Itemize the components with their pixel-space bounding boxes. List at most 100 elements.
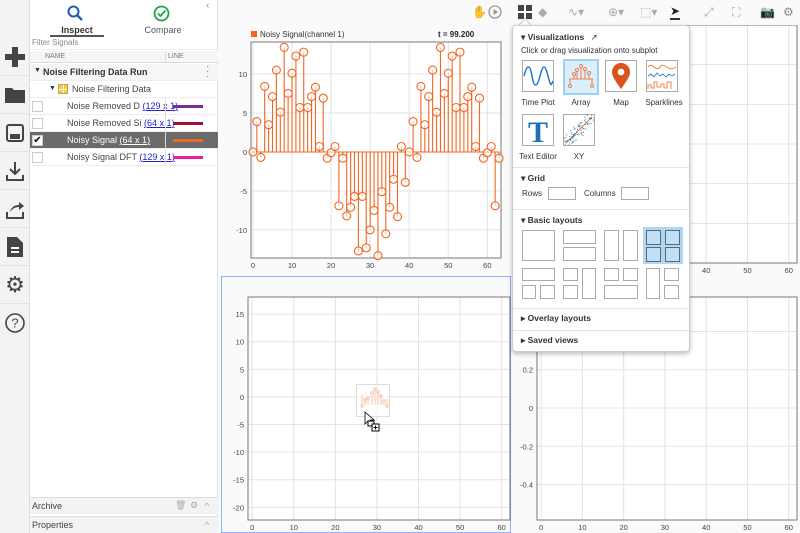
- viz-sparklines[interactable]: [646, 60, 678, 92]
- stem-marker: [455, 47, 465, 57]
- camera-icon[interactable]: 📷: [760, 5, 775, 19]
- layout-top-span[interactable]: [522, 268, 555, 300]
- line-style-swatch[interactable]: [173, 105, 203, 108]
- viz-xy[interactable]: [563, 113, 597, 148]
- svg-text:?: ?: [11, 316, 18, 331]
- viz-label: Sparklines: [645, 98, 683, 107]
- settings-button[interactable]: ⚙: [0, 266, 30, 304]
- report-button[interactable]: [0, 228, 30, 266]
- signal-checkbox[interactable]: [32, 118, 43, 129]
- stem-marker: [275, 107, 285, 117]
- open-button[interactable]: [0, 76, 30, 114]
- fit-to-view-icon[interactable]: ⬚▾: [640, 5, 658, 19]
- popup-pointer: [518, 18, 532, 26]
- expand-icon[interactable]: ▼: [49, 85, 56, 92]
- stem-marker: [439, 88, 449, 99]
- external-link-icon[interactable]: ↗: [590, 32, 598, 42]
- signal-style-icon[interactable]: ∿▾: [568, 5, 585, 19]
- basic-layouts-section-toggle[interactable]: ▾ Basic layouts: [521, 215, 583, 225]
- saved-views-section-toggle[interactable]: ▸ Saved views: [521, 335, 579, 345]
- signal-row[interactable]: Noisy Signal DFT (129 x 1): [30, 149, 218, 166]
- stem-marker: [416, 81, 426, 91]
- layout-1x1[interactable]: [522, 230, 555, 262]
- archive-section[interactable]: Archive 🗑 ⚙ ^: [30, 497, 218, 514]
- cursor-icon[interactable]: ➤: [670, 4, 681, 20]
- layout-right-span[interactable]: [563, 268, 596, 300]
- signal-dims-link[interactable]: (64 x 1): [144, 118, 175, 128]
- layout-2x2[interactable]: [643, 227, 683, 264]
- signal-checkbox[interactable]: ✔: [32, 135, 43, 146]
- eraser-icon[interactable]: ◆: [538, 5, 548, 19]
- section-title: Saved views: [527, 335, 579, 345]
- tab-compare[interactable]: Compare: [116, 0, 210, 37]
- signal-dims-link[interactable]: (129 x 1): [139, 152, 175, 162]
- line-style-swatch[interactable]: [173, 122, 203, 125]
- signal-dims-link[interactable]: (64 x 1): [119, 135, 151, 145]
- play-icon[interactable]: [488, 4, 502, 20]
- grid-section-toggle[interactable]: ▾ Grid: [521, 173, 546, 183]
- fullscreen-icon[interactable]: ⛶: [732, 4, 741, 19]
- gear-icon[interactable]: ⚙: [190, 500, 199, 510]
- signal-row[interactable]: Noise Removed D (129 x 1): [30, 98, 218, 115]
- signal-checkbox[interactable]: [32, 152, 43, 163]
- zoom-icon[interactable]: ⊕▾: [608, 5, 625, 19]
- help-button[interactable]: ?: [0, 304, 30, 342]
- layout-1x2[interactable]: [604, 230, 638, 262]
- line-style-swatch[interactable]: [173, 156, 203, 159]
- signal-name: Noisy Signal (64 x 1): [67, 135, 193, 145]
- expand-icon[interactable]: ▼: [34, 67, 41, 74]
- more-options-icon[interactable]: · · ·: [206, 61, 210, 82]
- stem-marker: [420, 120, 430, 130]
- signal-checkbox[interactable]: [32, 101, 43, 112]
- viz-array[interactable]: [563, 59, 599, 95]
- save-button[interactable]: [0, 114, 30, 152]
- gear-icon[interactable]: ⚙: [783, 5, 794, 19]
- visualizations-hint: Click or drag visualization onto subplot: [521, 46, 658, 55]
- viz-map[interactable]: [605, 60, 637, 92]
- rows-input[interactable]: [548, 187, 576, 200]
- overlay-layouts-section-toggle[interactable]: ▸ Overlay layouts: [521, 313, 591, 323]
- y-tick-label: -0.4: [520, 481, 533, 490]
- stem-marker: [330, 141, 340, 152]
- trash-icon[interactable]: 🗑: [175, 500, 187, 510]
- stem-marker: [467, 82, 477, 92]
- new-button[interactable]: [0, 38, 30, 76]
- stem-marker: [299, 47, 309, 57]
- filter-signals-input[interactable]: Filter Signals: [30, 38, 218, 50]
- layout-left-span[interactable]: [646, 268, 679, 300]
- signal-row[interactable]: ✔ Noisy Signal (64 x 1): [30, 132, 218, 149]
- stem-marker: [260, 81, 270, 91]
- stem-marker: [338, 153, 348, 163]
- properties-section[interactable]: Properties ^: [30, 516, 218, 533]
- stem-marker: [400, 177, 410, 187]
- import-button[interactable]: [0, 152, 30, 190]
- chevron-up-icon[interactable]: ^: [205, 501, 210, 511]
- export-button[interactable]: [0, 190, 30, 228]
- collapse-panel-icon[interactable]: ‹: [206, 0, 210, 11]
- signal-row[interactable]: Noise Removed Si (64 x 1): [30, 115, 218, 132]
- signal-dims: 129 x 1: [142, 152, 172, 162]
- group-row[interactable]: ▼ Noise Filtering Data: [30, 81, 218, 98]
- layout-grid-icon[interactable]: [518, 4, 532, 20]
- y-tick-label: -10: [233, 448, 244, 457]
- chevron-up-icon[interactable]: ^: [205, 520, 210, 530]
- signal-label: Noise Removed D: [67, 101, 141, 111]
- tab-inspect[interactable]: Inspect: [30, 0, 124, 37]
- expand-icon[interactable]: ⤢: [704, 4, 714, 19]
- viz-time-plot[interactable]: [522, 60, 554, 92]
- stem-marker: [392, 212, 403, 222]
- viz-text-editor[interactable]: T: [522, 114, 554, 149]
- y-tick-label: 0: [529, 404, 533, 413]
- x-tick-label: 60: [785, 523, 793, 532]
- columns-input[interactable]: [621, 187, 649, 200]
- layout-bottom-span[interactable]: [604, 268, 638, 300]
- layout-2x1[interactable]: [563, 230, 596, 262]
- y-tick-label: 0: [240, 393, 244, 402]
- line-style-swatch[interactable]: [173, 139, 203, 142]
- visualizations-section-toggle[interactable]: ▾ Visualizations ↗: [521, 32, 598, 42]
- x-tick-label: 60: [785, 266, 793, 275]
- y-tick-label: -0.2: [520, 442, 533, 451]
- run-row[interactable]: ▼ Noise Filtering Data Run · · ·: [30, 61, 218, 82]
- pan-hand-icon[interactable]: ✋: [472, 5, 487, 19]
